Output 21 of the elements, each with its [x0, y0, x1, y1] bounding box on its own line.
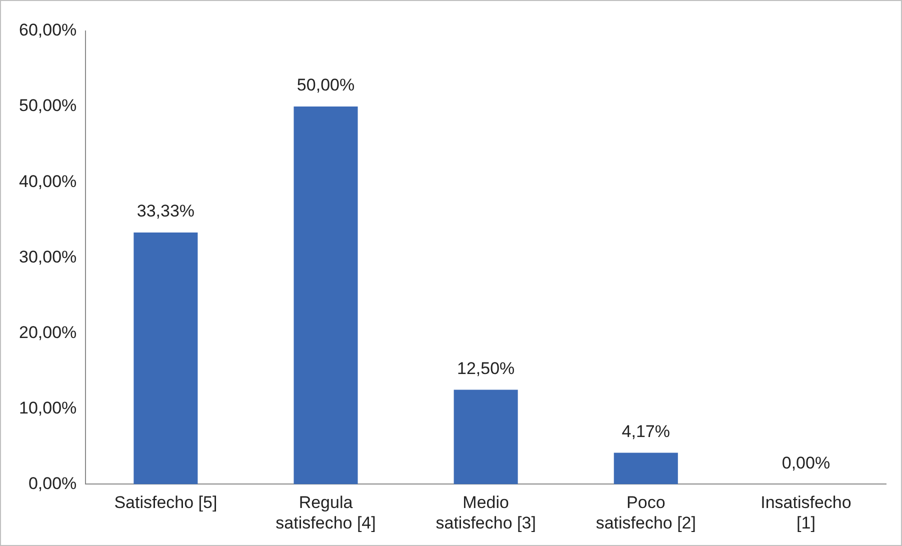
y-tick-label: 50,00% — [18, 96, 77, 116]
x-tick-label: Medio satisfecho [3] — [436, 493, 536, 532]
data-label: 0,00% — [782, 453, 830, 472]
x-tick-label: Poco satisfecho [2] — [596, 493, 696, 532]
y-tick-label: 60,00% — [18, 20, 77, 40]
bar — [134, 232, 198, 484]
bar — [614, 452, 678, 484]
x-tick-label: Insatisfecho [1] — [760, 493, 852, 532]
data-label: 4,17% — [622, 422, 670, 441]
data-label: 50,00% — [296, 76, 355, 95]
y-tick-label: 40,00% — [18, 172, 77, 191]
bar — [294, 106, 358, 484]
data-label: 33,33% — [136, 202, 195, 221]
y-tick-label: 10,00% — [18, 398, 77, 418]
y-tick-label: 30,00% — [18, 247, 77, 266]
bar — [454, 390, 518, 484]
x-tick-label: Regula satisfecho [4] — [276, 493, 376, 532]
x-tick-label: Satisfecho [5] — [114, 493, 218, 512]
y-tick-label: 20,00% — [18, 322, 77, 342]
data-label: 12,50% — [456, 358, 515, 378]
y-tick-label: 0,00% — [28, 474, 77, 493]
